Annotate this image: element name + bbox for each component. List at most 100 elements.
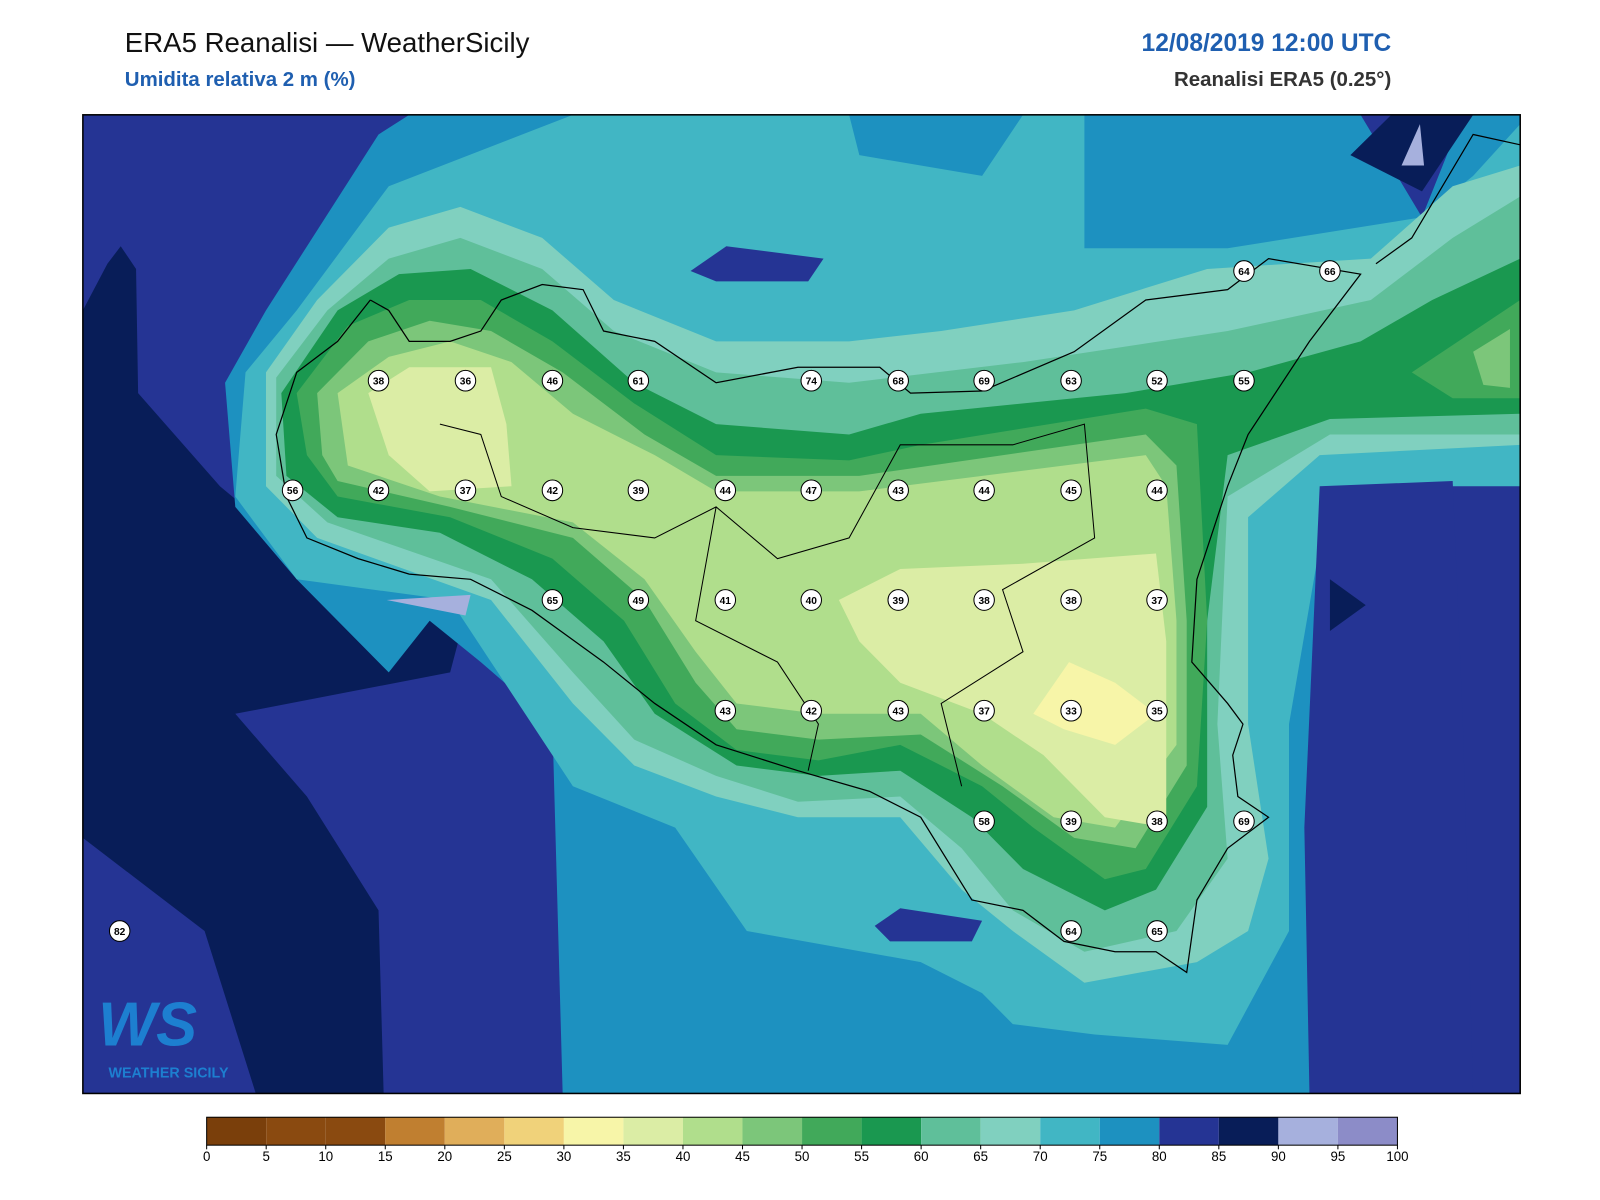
station-marker — [541, 479, 564, 502]
station-marker — [1146, 479, 1168, 502]
station: 39 — [627, 479, 650, 502]
station: 38 — [973, 589, 995, 611]
colorbar-tick-label: 100 — [1386, 1149, 1408, 1164]
station: 37 — [1146, 589, 1168, 611]
station-value: 44 — [1151, 486, 1163, 497]
station-marker — [973, 369, 995, 392]
colorbar-tick-label: 30 — [556, 1149, 571, 1164]
station: 39 — [887, 589, 909, 611]
station-marker — [627, 479, 650, 502]
station-marker — [541, 589, 564, 611]
station: 61 — [627, 369, 650, 392]
station-marker — [800, 479, 822, 502]
colorbar-tick-label: 5 — [262, 1149, 269, 1164]
station: 56 — [281, 479, 304, 502]
colorbar-bin — [206, 1117, 267, 1146]
station-marker — [1060, 810, 1082, 833]
station-value: 47 — [806, 486, 818, 497]
map: WS WEATHER SICILY 38 36 46 61 74 68 69 63 52 55 64 66… — [82, 114, 1521, 1094]
station-value: 42 — [373, 486, 385, 497]
colorbar-tick-label: 20 — [437, 1149, 452, 1164]
station-marker — [627, 589, 650, 611]
station: 37 — [973, 699, 995, 722]
station-value: 42 — [547, 486, 559, 497]
station-value: 38 — [978, 596, 990, 607]
station-value: 82 — [114, 927, 126, 938]
colorbar-tick-label: 80 — [1152, 1149, 1167, 1164]
station-marker — [1146, 920, 1168, 942]
station-marker — [714, 479, 737, 502]
station-marker — [367, 479, 390, 502]
station-value: 64 — [1065, 927, 1077, 938]
colorbar-tick-label: 15 — [378, 1149, 393, 1164]
colorbar-tick-label: 10 — [318, 1149, 333, 1164]
station-marker — [1060, 920, 1082, 942]
colorbar-bin — [1159, 1117, 1219, 1146]
station: 65 — [541, 589, 564, 611]
colorbar-bin — [1278, 1117, 1338, 1146]
station-marker — [1060, 479, 1082, 502]
station-value: 52 — [1151, 376, 1163, 387]
station-value: 66 — [1324, 267, 1336, 278]
station-value: 45 — [1065, 486, 1077, 497]
colorbar-bin — [444, 1117, 505, 1146]
station: 37 — [454, 479, 477, 502]
colorbar-tick-label: 45 — [735, 1149, 750, 1164]
station-value: 46 — [547, 376, 559, 387]
station: 66 — [1319, 260, 1341, 282]
humidity-area — [1401, 124, 1425, 166]
station-value: 33 — [1065, 706, 1077, 717]
station: 40 — [800, 589, 822, 611]
station: 47 — [800, 479, 822, 502]
humidity-area — [1304, 481, 1474, 1094]
colorbar-tick-label: 55 — [854, 1149, 869, 1164]
colorbar-bin — [921, 1117, 981, 1146]
station-value: 44 — [978, 486, 990, 497]
source: Reanalisi ERA5 (0.25°) — [1174, 68, 1391, 91]
station-value: 36 — [460, 376, 472, 387]
station-marker — [1233, 369, 1255, 392]
colorbar-bin — [742, 1117, 803, 1146]
colorbar-bin — [563, 1117, 624, 1146]
station-marker — [887, 589, 909, 611]
station-value: 64 — [1238, 267, 1250, 278]
station-value: 40 — [806, 596, 818, 607]
station: 43 — [887, 479, 909, 502]
station-value: 38 — [373, 376, 385, 387]
station-value: 38 — [1065, 596, 1077, 607]
station-marker — [973, 810, 995, 833]
colorbar-bin — [1218, 1117, 1279, 1146]
humidity-area — [838, 553, 1167, 828]
station: 43 — [887, 699, 909, 722]
colorbar-bin — [1337, 1117, 1398, 1146]
station-value: 43 — [720, 706, 732, 717]
station-marker — [1146, 699, 1168, 722]
province-border — [695, 506, 819, 771]
station: 46 — [541, 369, 564, 392]
station-value: 39 — [633, 486, 645, 497]
colorbar-bin — [385, 1117, 445, 1146]
station: 44 — [973, 479, 995, 502]
station: 49 — [627, 589, 650, 611]
station-value: 35 — [1151, 706, 1163, 717]
station-marker — [1060, 699, 1082, 722]
station-marker — [1319, 260, 1341, 282]
station: 69 — [1233, 810, 1255, 833]
colorbar-bin — [682, 1117, 743, 1146]
humidity-area — [1473, 328, 1510, 388]
colorbar-bin — [861, 1117, 922, 1146]
colorbar-tick-label: 0 — [203, 1149, 210, 1164]
station-value: 74 — [806, 376, 818, 387]
station: 38 — [367, 369, 390, 392]
station-marker — [367, 369, 390, 392]
station-marker — [454, 479, 477, 502]
station-marker — [973, 479, 995, 502]
station-marker — [973, 699, 995, 722]
station-marker — [1060, 369, 1082, 392]
station: 68 — [887, 369, 909, 392]
station-marker — [973, 589, 995, 611]
station: 52 — [1146, 369, 1168, 392]
station-value: 63 — [1065, 376, 1077, 387]
station-value: 44 — [720, 486, 732, 497]
